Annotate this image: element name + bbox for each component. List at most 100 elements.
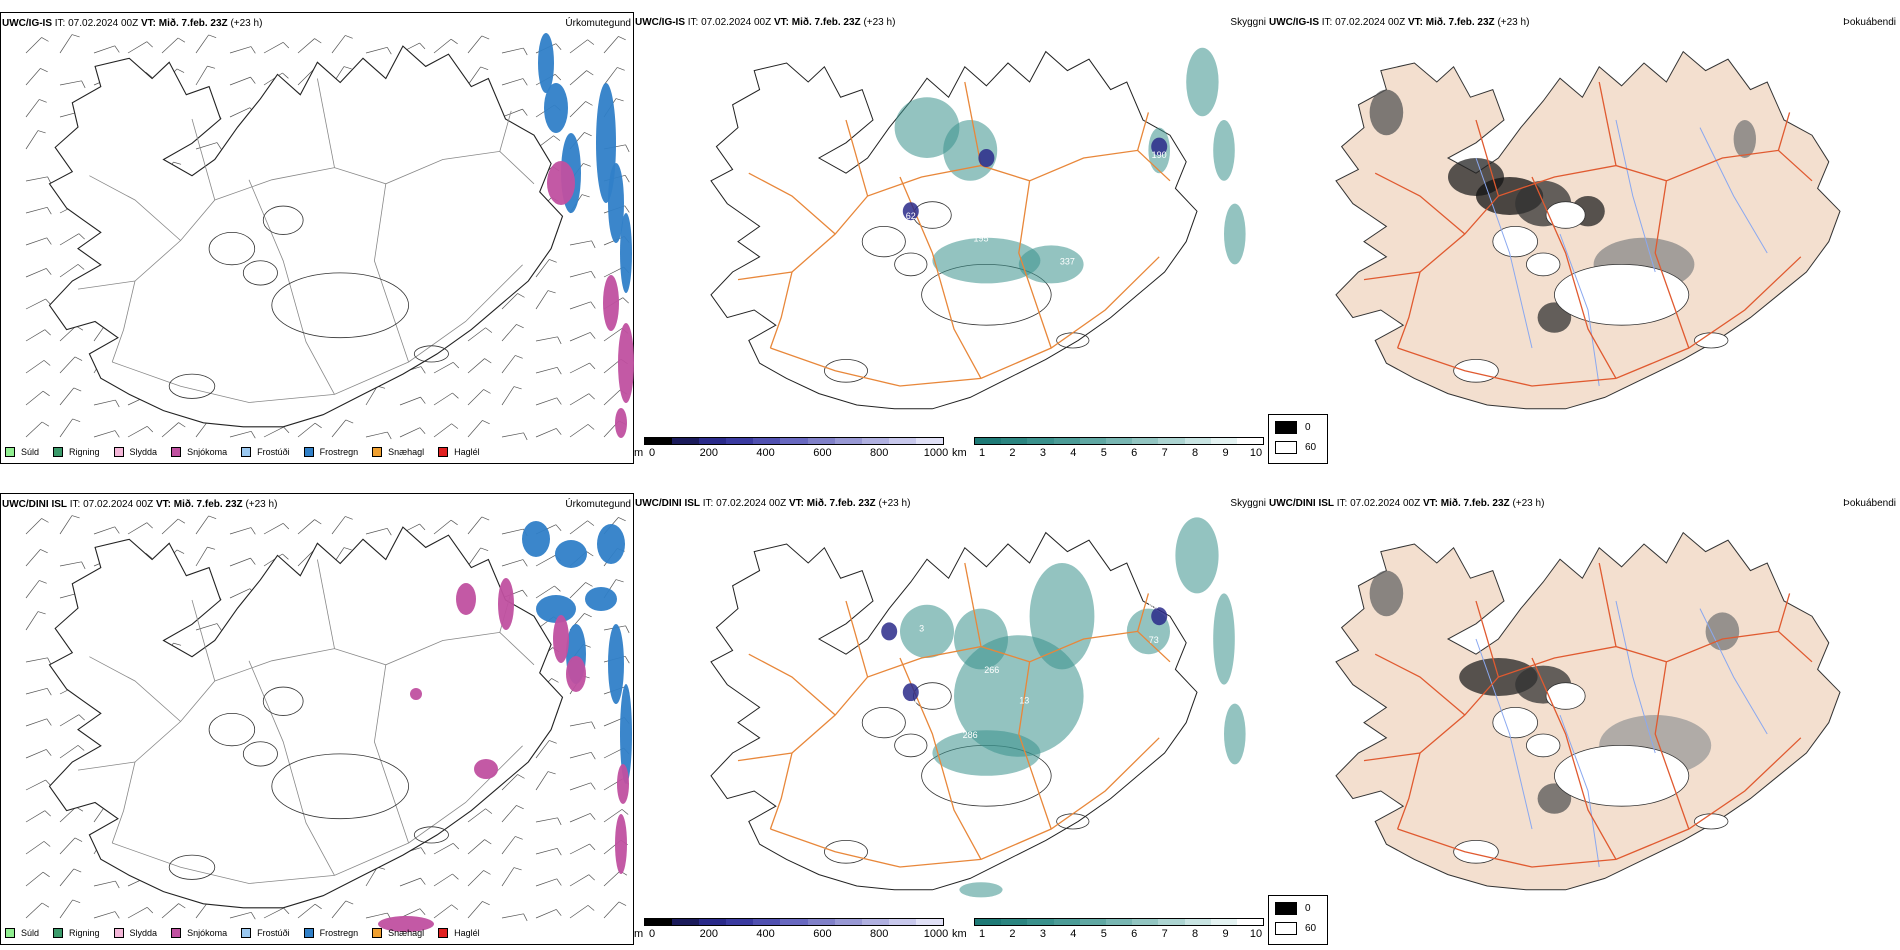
road [77, 631, 535, 771]
river [1475, 157, 1533, 349]
wind-barb-flag [549, 740, 557, 744]
road [964, 81, 982, 166]
legend-swatch [171, 447, 182, 457]
visibility-value-label: 337 [1060, 256, 1075, 266]
legend-label: Frostúði [257, 447, 290, 457]
wind-barb [59, 34, 73, 54]
wind-barb-flag [343, 66, 352, 70]
wind-barb-flag [515, 836, 523, 840]
wind-barb [535, 909, 557, 919]
wind-barb-flag [176, 549, 185, 554]
wind-barb [501, 386, 515, 406]
wind-barb-flag [72, 418, 81, 422]
colorbar-segment [807, 438, 835, 444]
wind-barb [25, 687, 48, 695]
wind-barb [263, 523, 284, 535]
colorbar-tick: 8 [1192, 928, 1199, 940]
wind-barb [603, 870, 621, 887]
road [1598, 562, 1617, 647]
road [499, 110, 512, 152]
wind-barb [59, 264, 79, 278]
wind-barb-flag [516, 805, 524, 810]
road [737, 630, 1171, 762]
wind-barb-flag [282, 553, 289, 560]
visibility-value-label: 190 [1152, 150, 1167, 160]
visibility-colorbar: km 1 2 3 4 5 6 7 8 9 10 [944, 437, 1268, 465]
wind-barb [59, 356, 76, 374]
wind-barb-flag [549, 259, 557, 263]
vis-panel-1: UWC/IG-IS IT: 07.02.2024 00Z VT: Mið. 7.… [634, 12, 1268, 464]
wind-barb [59, 561, 82, 567]
colorbar-segment [645, 438, 673, 444]
wind-barb-flag [553, 135, 561, 141]
glacier-outline [823, 839, 868, 864]
wind-barb-flag [314, 38, 322, 44]
panel-title: Úrkomutegund [565, 499, 631, 510]
precip-area [536, 595, 576, 623]
wind-barb-flag [345, 516, 353, 520]
wind-barb [93, 430, 116, 438]
colorbar-tick: 5 [1100, 928, 1107, 940]
precip-area [544, 83, 568, 133]
wind-barb-flag [146, 41, 153, 48]
wind-barb [59, 899, 73, 919]
wind-barb [25, 298, 46, 310]
wind-barb-flag [547, 290, 556, 294]
legend-swatch [113, 447, 124, 457]
glacier-outline [168, 373, 216, 399]
ptype-panel-1: UWC/IG-IS IT: 07.02.2024 00Z VT: Mið. 7.… [0, 12, 634, 464]
precip-area [566, 656, 586, 692]
fog-map [1335, 50, 1841, 410]
wind-barb-flag [419, 42, 426, 50]
wind-barb [59, 418, 73, 438]
fog-legend-swatch [1275, 441, 1297, 454]
glacier-outline [413, 345, 449, 363]
wind-barb-flag [42, 871, 50, 878]
wind-barb [229, 527, 252, 535]
colorbar-segment [726, 919, 754, 925]
road [373, 183, 409, 363]
colorbar-segment [915, 919, 944, 925]
wind-barb [195, 65, 208, 86]
low-ceiling-spot [902, 683, 919, 702]
wind-barb-flag [622, 297, 629, 304]
wind-barb [569, 721, 592, 727]
glacier-outline [262, 205, 304, 235]
wind-barb-flag [625, 144, 630, 153]
wind-barb [25, 779, 46, 791]
colorbar-segment [1027, 919, 1054, 925]
road [1598, 81, 1617, 166]
wind-barb [195, 515, 209, 535]
fog-panel-1: UWC/IG-IS IT: 07.02.2024 00Z VT: Mið. 7.… [1268, 12, 1900, 464]
wind-barb-flag [588, 393, 595, 400]
colorbar-segment [1132, 919, 1159, 925]
wind-barb [127, 426, 148, 438]
ptype-legend-item: Frostregn [303, 447, 358, 457]
precip-area [618, 323, 634, 403]
colorbar-tick: 7 [1161, 928, 1168, 940]
precip-area [547, 161, 575, 205]
wind-barb-flag [617, 67, 625, 71]
road [191, 118, 216, 201]
colorbar-unit: m [634, 928, 644, 940]
wind-barb [297, 422, 316, 438]
it-label: IT: [702, 498, 714, 509]
wind-barb [25, 871, 44, 887]
wind-barb-flag [615, 579, 624, 583]
wind-barb-flag [452, 873, 459, 880]
vt-value: Mið. 7.feb. 23Z [1440, 498, 1510, 509]
fog-legend-item: 60 [1275, 441, 1316, 454]
wind-barb [501, 913, 524, 919]
panel-title: Skyggni [1230, 17, 1266, 28]
wind-barb [161, 422, 179, 438]
road [1363, 149, 1813, 281]
it-label: IT: [1321, 17, 1333, 28]
road [248, 179, 335, 395]
wind-barb [399, 877, 421, 887]
legend-swatch [241, 928, 252, 938]
wind-barb-flag [178, 903, 186, 909]
wind-barb-flag [46, 207, 52, 215]
wind-barb [433, 519, 452, 535]
wind-barb-flag [591, 721, 596, 730]
wind-barb-flag [208, 34, 217, 38]
